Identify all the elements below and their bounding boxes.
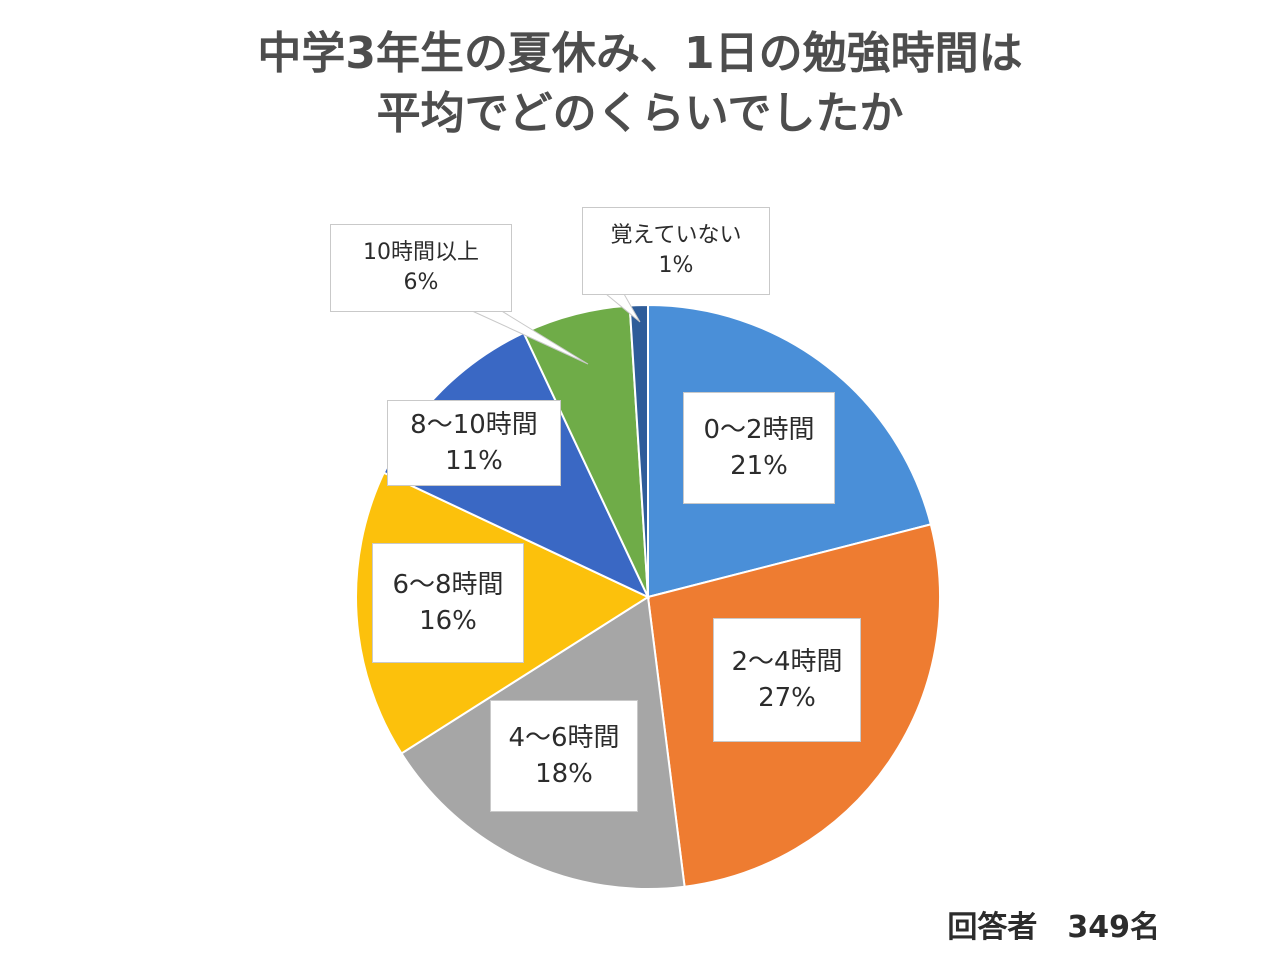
slice-label-value: 11% (445, 446, 503, 476)
slice-label-dont-remember: 覚えていない 1% (582, 207, 770, 295)
slice-label-text: 6〜8時間 (392, 570, 504, 600)
slice-label-2-4h: 2〜4時間 27% (713, 618, 861, 742)
slice-label-value: 6% (403, 270, 439, 295)
slice-label-6-8h: 6〜8時間 16% (372, 543, 524, 663)
slice-label-text: 0〜2時間 (703, 415, 815, 445)
chart-title-line-1: 中学3年生の夏休み、1日の勉強時間は (257, 28, 1023, 79)
slice-label-value: 16% (419, 606, 477, 636)
slice-label-4-6h: 4〜6時間 18% (490, 700, 638, 812)
slice-label-text: 覚えていない (610, 223, 742, 248)
chart-title-line-2: 平均でどのくらいでしたか (376, 88, 904, 139)
slice-label-10h-plus: 10時間以上 6% (330, 224, 512, 312)
slice-label-text: 8〜10時間 (410, 410, 538, 440)
respondents-note: 回答者 349名 (947, 910, 1160, 945)
slice-label-value: 21% (730, 451, 788, 481)
slice-label-text: 10時間以上 (363, 240, 479, 265)
slice-label-text: 2〜4時間 (731, 647, 843, 677)
slice-label-8-10h: 8〜10時間 11% (387, 400, 561, 486)
slice-label-value: 27% (758, 683, 816, 713)
slice-label-0-2h: 0〜2時間 21% (683, 392, 835, 504)
slice-label-value: 18% (535, 759, 593, 789)
chart-title: 中学3年生の夏休み、1日の勉強時間は 平均でどのくらいでしたか (0, 24, 1280, 144)
slice-label-text: 4〜6時間 (508, 723, 620, 753)
slice-label-value: 1% (658, 253, 694, 278)
